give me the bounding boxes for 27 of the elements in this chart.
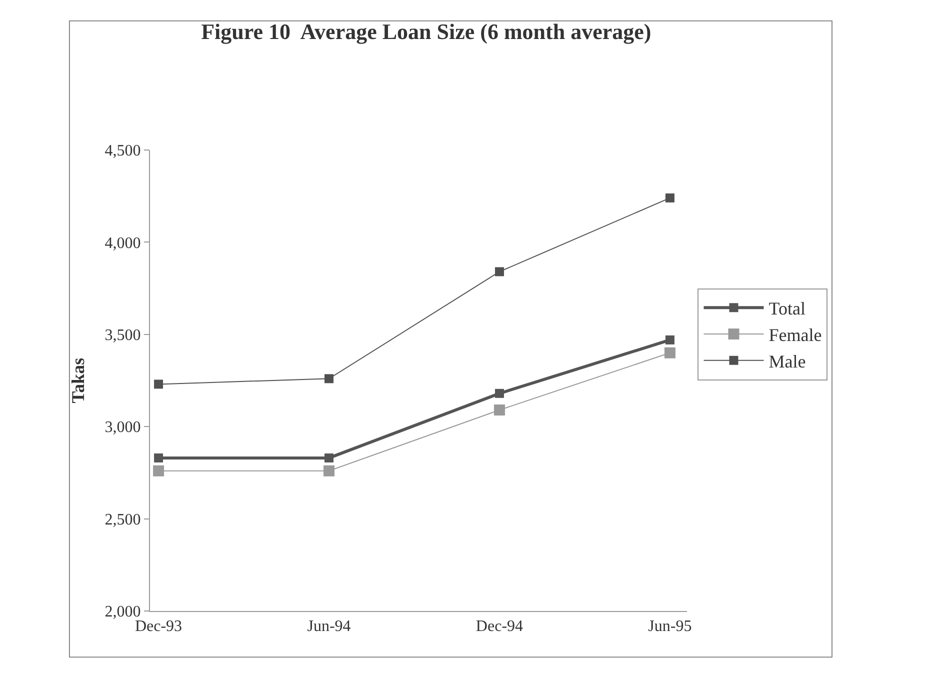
x-tick-label: Jun-95 bbox=[648, 618, 692, 636]
y-tick-label: 4,000 bbox=[104, 234, 141, 252]
point bbox=[665, 335, 674, 344]
point bbox=[154, 380, 164, 389]
chart-title: Figure 10 Average Loan Size (6 month average) bbox=[201, 19, 652, 44]
x-tick-label: Dec-94 bbox=[476, 618, 524, 636]
point bbox=[494, 267, 504, 276]
point bbox=[494, 404, 505, 416]
y-tick-label: 3,500 bbox=[104, 327, 141, 344]
point bbox=[324, 465, 334, 476]
y-tick-label: 2,000 bbox=[104, 604, 141, 621]
point bbox=[154, 453, 164, 462]
legend-label: Male bbox=[768, 351, 806, 372]
y-tick-label: 3,000 bbox=[104, 419, 141, 436]
x-tick-label: Jun-94 bbox=[307, 618, 351, 636]
legend-label: Female bbox=[768, 325, 822, 346]
y-axis-title: Takas bbox=[68, 358, 88, 404]
point bbox=[324, 374, 334, 384]
y-tick-label: 2,500 bbox=[104, 511, 141, 528]
point bbox=[153, 465, 164, 476]
point bbox=[665, 193, 674, 202]
point bbox=[664, 347, 676, 358]
legend-label: Total bbox=[768, 298, 806, 319]
x-tick-label: Dec-93 bbox=[134, 618, 182, 636]
point bbox=[494, 388, 504, 398]
point bbox=[324, 453, 334, 462]
y-tick-label: 4,500 bbox=[104, 142, 141, 160]
